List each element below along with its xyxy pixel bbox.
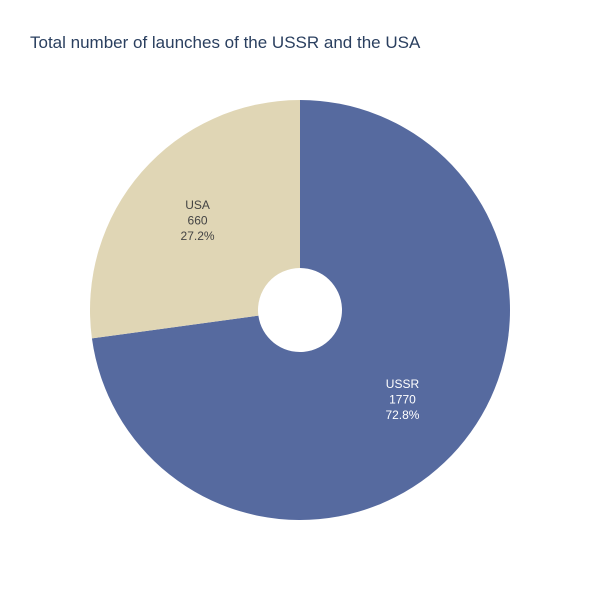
slice-value-usa: 660 [188, 214, 208, 228]
slice-label-ussr: USSR [386, 377, 420, 391]
pie-slice-ussr[interactable] [91, 100, 511, 520]
chart-title: Total number of launches of the USSR and… [30, 33, 421, 52]
slice-value-ussr: 1770 [389, 392, 416, 406]
slice-label-usa: USA [185, 198, 210, 212]
slice-percent-usa: 27.2% [181, 229, 215, 243]
slice-percent-ussr: 72.8% [385, 408, 419, 422]
pie-slice-usa[interactable] [89, 100, 300, 339]
